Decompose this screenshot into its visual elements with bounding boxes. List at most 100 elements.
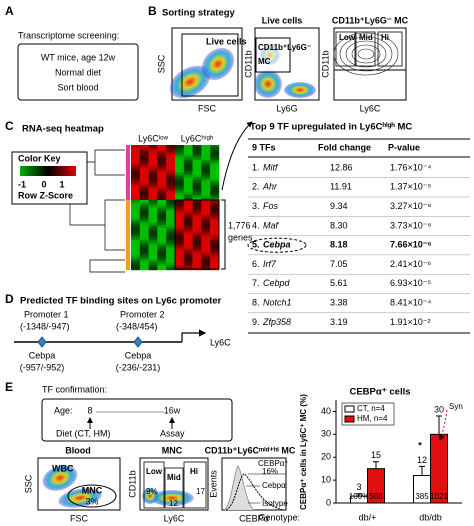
heat-cell xyxy=(157,165,167,168)
heat-cell xyxy=(192,150,202,153)
heat-cell xyxy=(210,245,220,248)
promoter-range: (-348/454) xyxy=(116,321,158,331)
heat-cell xyxy=(192,145,202,148)
heat-cell xyxy=(157,252,167,256)
heat-cell xyxy=(175,197,184,201)
gate-label: CD11b⁺Ly6G⁻ xyxy=(258,43,311,52)
heat-cell xyxy=(183,150,193,153)
heat-cell xyxy=(210,177,220,181)
heat-cell xyxy=(166,185,176,188)
error-bar xyxy=(373,461,379,469)
x-tick-label: db/db xyxy=(419,512,442,522)
heat-cell xyxy=(131,240,140,243)
heat-cell xyxy=(157,192,167,196)
value-label: 15 xyxy=(371,450,381,460)
axis-label: FSC xyxy=(198,103,217,113)
heat-cell xyxy=(175,147,184,151)
heat-cell xyxy=(192,190,202,193)
info-box xyxy=(17,43,139,101)
heat-cell xyxy=(175,215,184,218)
heat-cell xyxy=(157,147,167,151)
heat-cell xyxy=(166,240,176,243)
heat-cell xyxy=(148,162,158,166)
error-bar xyxy=(356,493,362,497)
inner-label: 1021 xyxy=(430,492,448,501)
heat-cell xyxy=(175,187,184,191)
heat-cell xyxy=(131,217,140,221)
heat-cell xyxy=(175,262,184,266)
heat-cell xyxy=(183,265,193,268)
heat-cell xyxy=(201,167,211,171)
key-label: Row Z-Score xyxy=(18,190,73,200)
heat-cell xyxy=(148,197,158,201)
heat-cell xyxy=(131,197,140,201)
heat-cell xyxy=(148,192,158,196)
heat-cell xyxy=(210,227,220,231)
heat-cell xyxy=(192,200,202,203)
heat-cell xyxy=(148,177,158,181)
heat-cell xyxy=(183,250,193,253)
heat-cell xyxy=(201,232,211,236)
heat-cell xyxy=(131,227,140,231)
heat-cell xyxy=(157,210,167,213)
heat-cell xyxy=(192,182,202,186)
axis-label: FSC xyxy=(70,513,89,523)
heat-cell xyxy=(166,180,176,183)
heat-cell xyxy=(192,187,202,191)
box-item: Normal diet xyxy=(55,67,102,77)
heat-cell xyxy=(175,250,184,253)
promoter-range: (-1348/-947) xyxy=(20,321,70,331)
heat-cell xyxy=(157,172,167,176)
isotype-curve xyxy=(223,465,255,511)
heat-cell xyxy=(183,242,193,246)
heat-cell xyxy=(175,240,184,243)
heat-cell xyxy=(210,222,220,226)
fold-change: 11.91 xyxy=(330,182,352,192)
heat-cell xyxy=(139,230,149,233)
contour xyxy=(351,44,381,64)
key-tick: -1 xyxy=(18,179,26,189)
heat-cell xyxy=(183,255,193,258)
gate-label: Low xyxy=(146,467,163,476)
heat-cell xyxy=(192,255,202,258)
plot-title: MNC xyxy=(162,445,183,455)
heat-cell xyxy=(166,237,176,241)
heat-cell xyxy=(157,197,167,201)
heat-cell xyxy=(166,187,176,191)
heat-cell xyxy=(148,252,158,256)
panel-label: B xyxy=(148,4,157,18)
heat-cell xyxy=(183,232,193,236)
heat-cell xyxy=(201,182,211,186)
gate-label: 16% xyxy=(262,467,278,476)
plot-title: CD11b⁺Ly6G⁻ MC xyxy=(332,15,409,25)
key-title: Color Key xyxy=(18,153,61,163)
gene-name: Zfp358 xyxy=(262,317,291,327)
heat-cell xyxy=(183,205,193,208)
heat-cell xyxy=(175,167,184,171)
heat-cell xyxy=(166,155,176,158)
heat-cell xyxy=(148,147,158,151)
heat-cell xyxy=(139,195,149,198)
heat-cell xyxy=(210,160,220,163)
panel-label: C xyxy=(5,119,14,133)
heat-cell xyxy=(201,202,211,206)
heat-cell xyxy=(210,202,220,206)
heat-cell xyxy=(139,262,149,266)
panel-title: Sorting strategy xyxy=(162,8,236,19)
heat-cell xyxy=(183,210,193,213)
heat-cell xyxy=(192,207,202,211)
heat-cell xyxy=(201,255,211,258)
heat-cell xyxy=(210,170,220,173)
heat-cell xyxy=(166,212,176,216)
heat-cell xyxy=(175,182,184,186)
heat-cell xyxy=(201,200,211,203)
gate-label: 12 xyxy=(169,499,178,508)
heat-cell xyxy=(139,207,149,211)
heat-cell xyxy=(175,225,184,228)
heat-cell xyxy=(148,185,158,188)
heat-cell xyxy=(210,175,220,178)
heat-cell xyxy=(192,210,202,213)
heat-cell xyxy=(210,255,220,258)
heat-cell xyxy=(157,247,167,251)
row-number: 9. xyxy=(252,317,260,327)
